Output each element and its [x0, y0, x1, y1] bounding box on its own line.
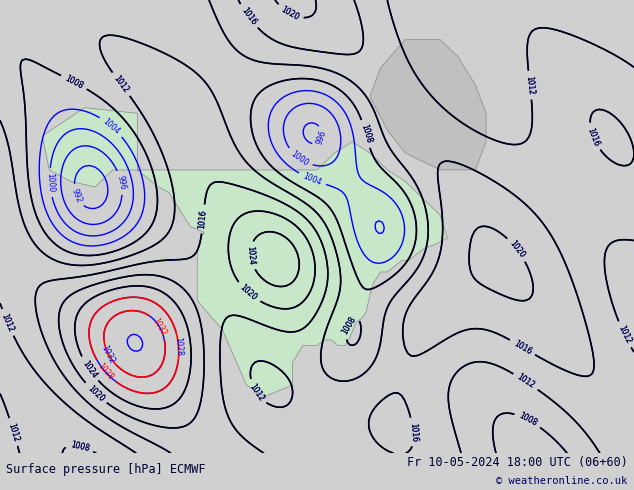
Text: 1008: 1008: [69, 440, 90, 453]
Text: 1012: 1012: [616, 324, 633, 345]
Text: 1012: 1012: [247, 382, 266, 403]
Text: 992: 992: [70, 187, 84, 204]
Text: © weatheronline.co.uk: © weatheronline.co.uk: [496, 476, 628, 486]
Text: 1016: 1016: [512, 339, 533, 356]
Text: 1008: 1008: [340, 315, 358, 336]
Text: 1020: 1020: [280, 5, 301, 22]
Text: 1008: 1008: [63, 74, 84, 91]
Text: 1008: 1008: [63, 74, 84, 91]
Text: 1012: 1012: [524, 75, 536, 95]
Text: 1004: 1004: [101, 117, 122, 136]
Text: 1024: 1024: [245, 245, 256, 266]
Text: 1012: 1012: [616, 324, 633, 345]
Text: 1012: 1012: [112, 74, 131, 95]
Text: 1012: 1012: [112, 74, 131, 95]
Text: 1020: 1020: [280, 5, 301, 22]
Text: 1008: 1008: [359, 123, 373, 145]
Text: 1012: 1012: [6, 421, 21, 442]
Text: 1016: 1016: [198, 209, 209, 229]
Text: 1016: 1016: [512, 339, 533, 356]
Text: 1012: 1012: [247, 382, 266, 403]
Text: 1016: 1016: [239, 6, 258, 27]
Text: 1012: 1012: [524, 75, 536, 95]
Text: 1012: 1012: [515, 372, 536, 391]
Text: 1020: 1020: [86, 384, 106, 403]
Text: 1020: 1020: [86, 384, 106, 403]
Text: 1008: 1008: [69, 440, 90, 453]
Text: 1016: 1016: [586, 126, 601, 147]
Text: 1012: 1012: [6, 421, 21, 442]
Polygon shape: [42, 108, 448, 396]
Text: 1016: 1016: [239, 6, 258, 27]
Text: 1008: 1008: [340, 315, 358, 336]
Text: 1024: 1024: [80, 359, 98, 380]
Text: 1012: 1012: [515, 372, 536, 391]
Text: 1020: 1020: [508, 239, 526, 260]
Text: 1020: 1020: [238, 283, 259, 302]
Text: 1028: 1028: [96, 361, 115, 382]
Text: 1008: 1008: [517, 411, 538, 428]
Text: Fr 10-05-2024 18:00 UTC (06+60): Fr 10-05-2024 18:00 UTC (06+60): [407, 456, 628, 469]
Text: 1012: 1012: [0, 312, 15, 333]
Text: 1032: 1032: [100, 343, 117, 365]
Text: 1016: 1016: [408, 422, 418, 442]
Text: 1028: 1028: [174, 337, 184, 357]
Text: 1000: 1000: [289, 149, 310, 168]
Text: 1016: 1016: [586, 126, 601, 147]
Text: 1024: 1024: [245, 245, 256, 266]
Text: 1016: 1016: [198, 209, 209, 229]
Text: 996: 996: [115, 174, 127, 191]
Text: 1000: 1000: [45, 172, 55, 193]
Text: 1024: 1024: [80, 359, 98, 380]
Text: 1016: 1016: [408, 422, 418, 442]
Polygon shape: [370, 40, 486, 170]
Text: 1012: 1012: [0, 312, 15, 333]
Text: 1004: 1004: [302, 172, 323, 187]
Text: 1008: 1008: [517, 411, 538, 428]
Text: 1032: 1032: [150, 316, 168, 337]
Text: Surface pressure [hPa] ECMWF: Surface pressure [hPa] ECMWF: [6, 463, 206, 476]
Text: 996: 996: [315, 129, 328, 146]
Text: 1020: 1020: [238, 283, 259, 302]
Text: 1008: 1008: [359, 123, 373, 145]
Text: 1020: 1020: [508, 239, 526, 260]
